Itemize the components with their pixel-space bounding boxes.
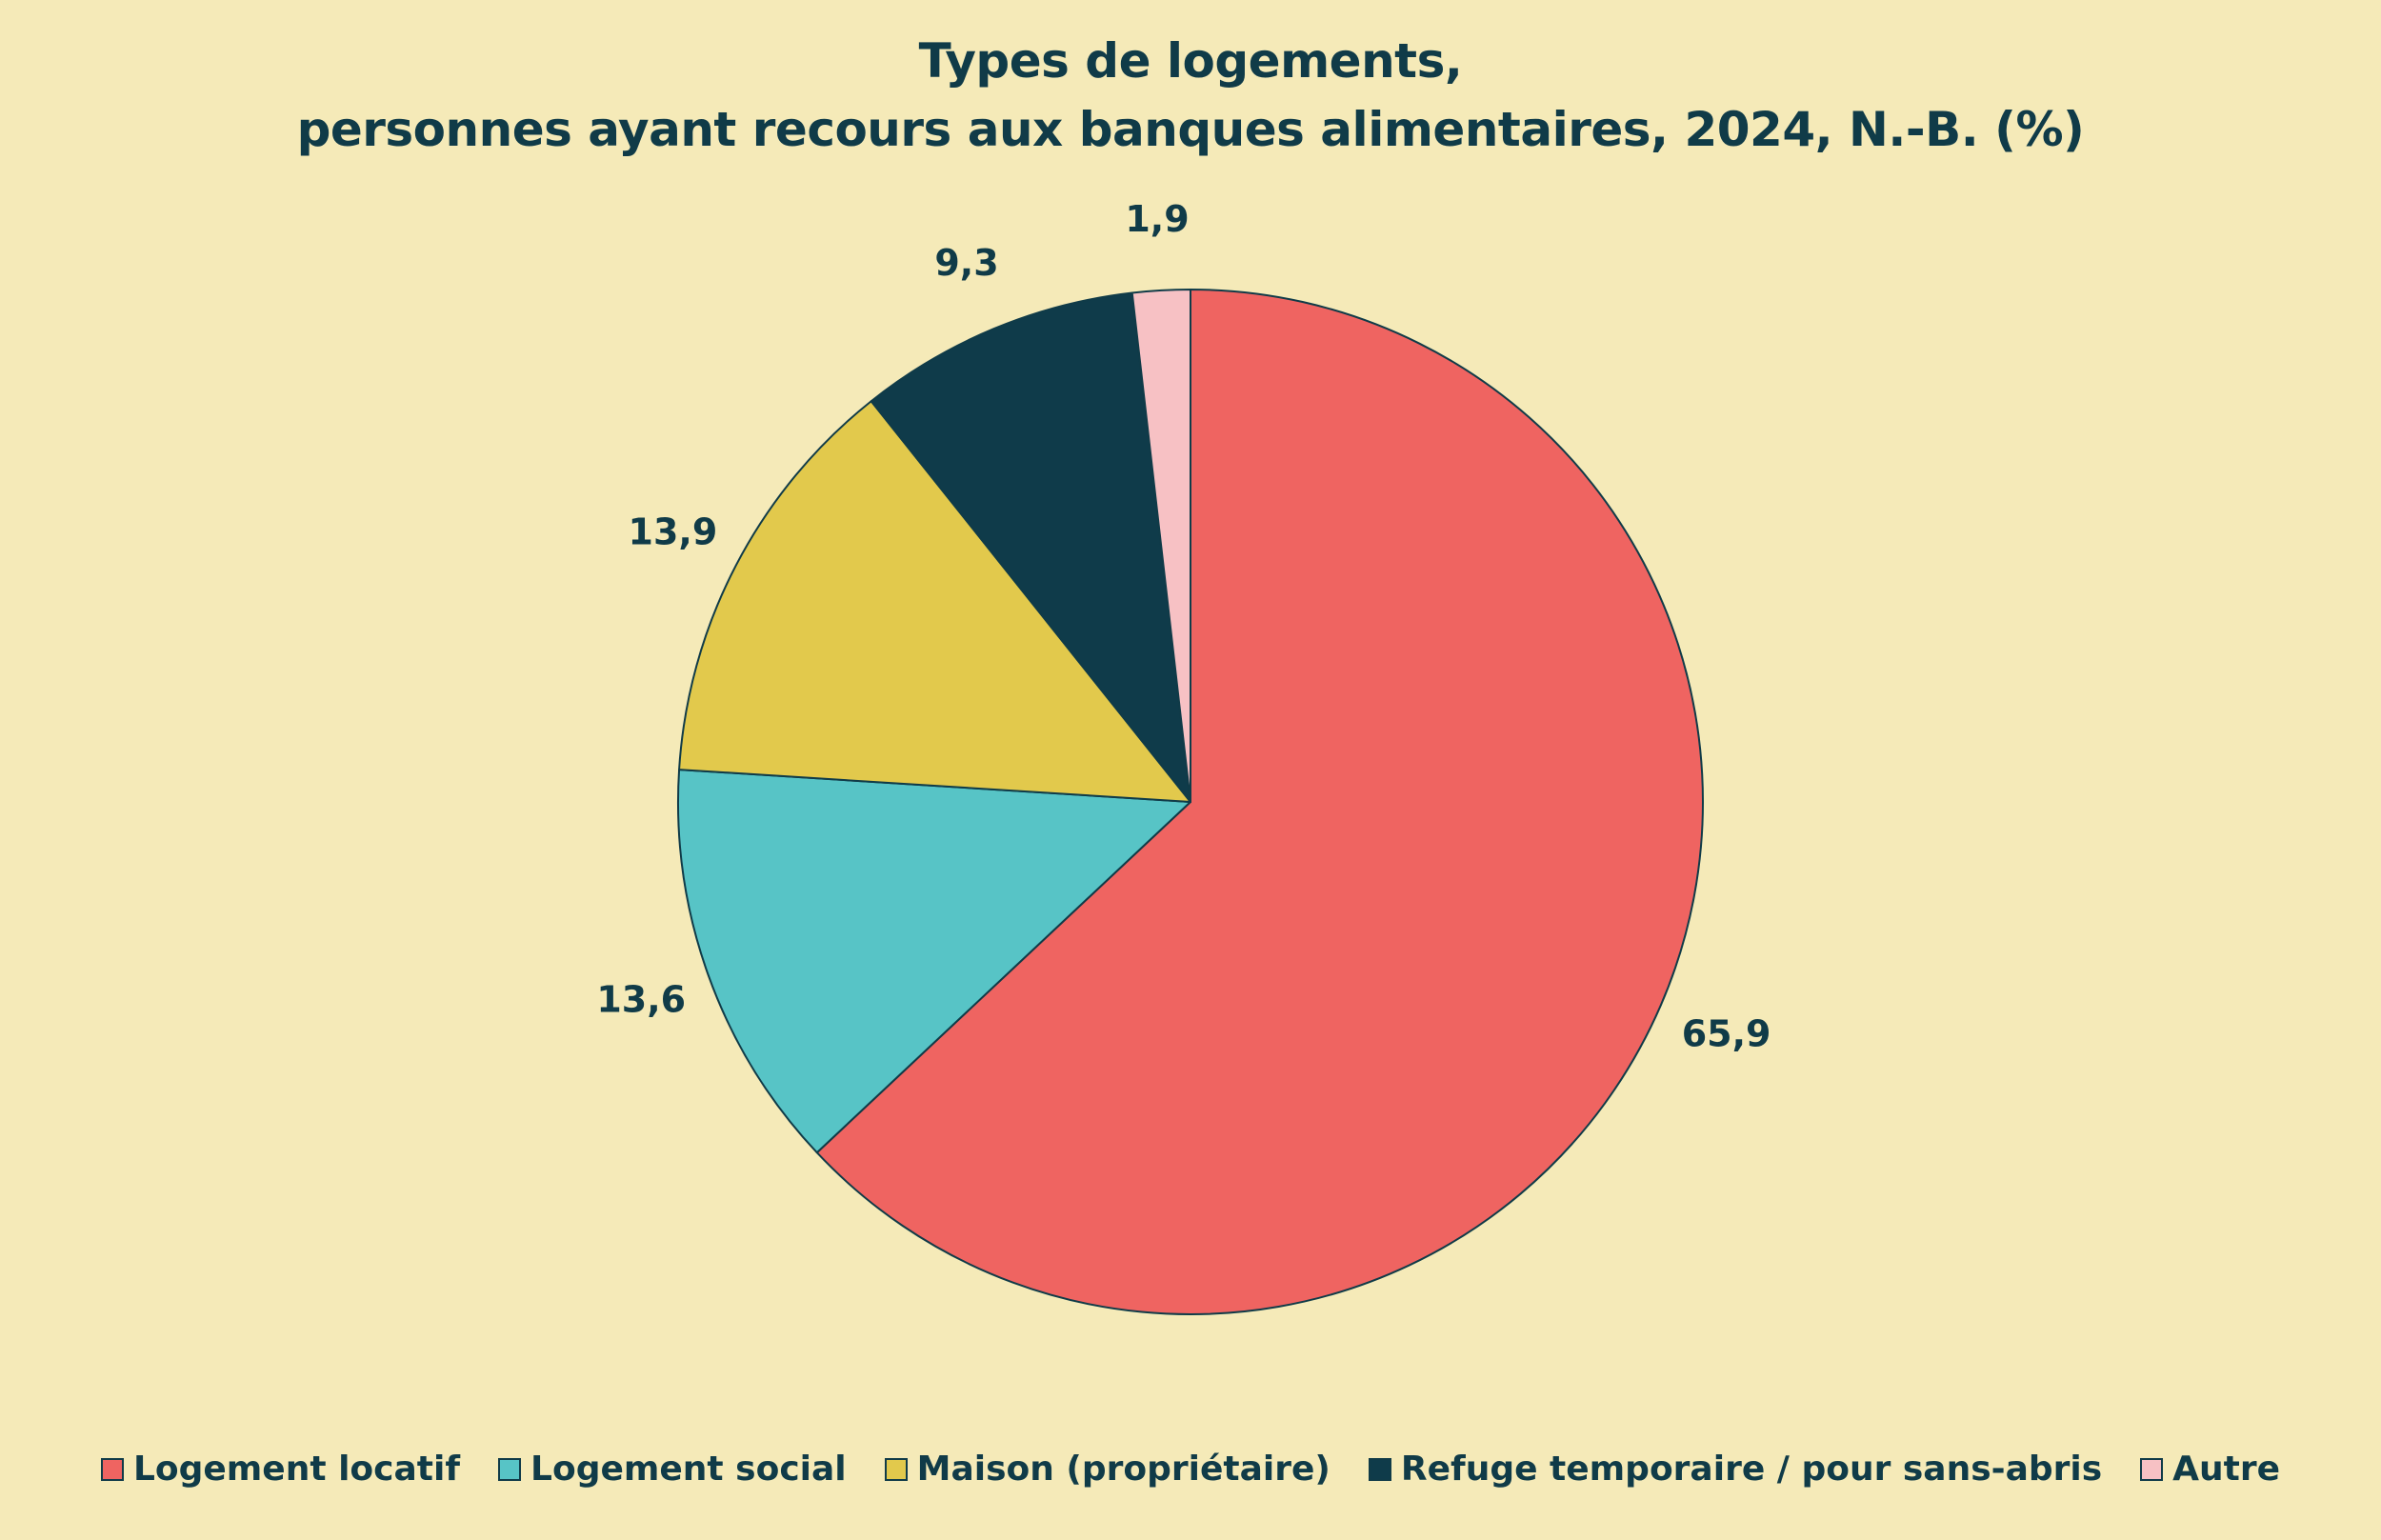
legend-swatch — [2140, 1457, 2164, 1481]
legend-label: Autre — [2172, 1450, 2281, 1489]
pie-slice-logement-locatif — [815, 289, 1704, 1315]
data-label-autre: 1,9 — [1125, 198, 1189, 240]
legend-item-logement-social: Logement social — [498, 1450, 847, 1489]
legend-item-refuge-temporaire-pour-sans-abris: Refuge temporaire / pour sans-abris — [1368, 1450, 2103, 1489]
chart-title: Types de logements, personnes ayant reco… — [0, 27, 2381, 164]
legend-item-maison-proprietaire: Maison (propriétaire) — [884, 1450, 1331, 1489]
data-label-logement-locatif: 65,9 — [1682, 1013, 1771, 1055]
legend-label: Maison (propriétaire) — [916, 1450, 1331, 1489]
pie-slice-logement-social — [677, 769, 1191, 1154]
legend-label: Refuge temporaire / pour sans-abris — [1400, 1450, 2103, 1489]
pie-slice-refuge-temporaire-pour-sans-abris — [870, 291, 1191, 803]
pie-slice-autre — [1130, 289, 1191, 803]
data-label-refuge-temporaire-pour-sans-abris: 9,3 — [934, 242, 998, 284]
pie-slices — [677, 289, 1704, 1315]
data-label-maison-proprietaire: 13,9 — [629, 511, 718, 553]
legend-label: Logement locatif — [132, 1450, 461, 1489]
legend-item-autre: Autre — [2140, 1450, 2280, 1489]
legend-swatch — [498, 1457, 522, 1481]
chart-title-line-2: personnes ayant recours aux banques alim… — [296, 102, 2085, 157]
pie-data-labels: 65,9 13,6 13,9 9,3 1,9 — [596, 198, 1771, 1055]
legend-swatch — [1368, 1457, 1391, 1481]
data-label-logement-social: 13,6 — [596, 979, 686, 1021]
legend-swatch — [884, 1457, 908, 1481]
legend-item-logement-locatif: Logement locatif — [100, 1450, 461, 1489]
legend-label: Logement social — [530, 1450, 847, 1489]
legend: Logement locatif Logement social Maison (p… — [0, 1450, 2381, 1489]
legend-swatch — [100, 1457, 124, 1481]
chart-title-line-1: Types de logements, — [918, 33, 1463, 89]
pie-slice-maison-proprietaire — [678, 400, 1191, 803]
